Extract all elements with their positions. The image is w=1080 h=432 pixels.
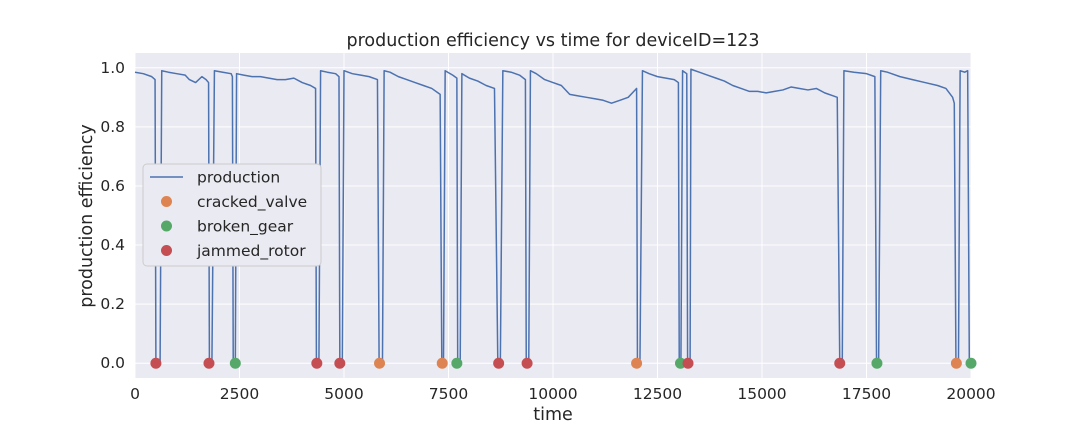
marker-cracked-valve xyxy=(374,357,386,369)
legend-label: cracked_valve xyxy=(197,193,307,212)
y-tick-label: 0.8 xyxy=(100,118,125,136)
y-tick-label: 0.6 xyxy=(100,177,125,195)
marker-broken-gear xyxy=(451,357,463,369)
legend-swatch-marker xyxy=(161,196,172,207)
y-axis-label: production efficiency xyxy=(77,124,97,308)
x-tick-label: 17500 xyxy=(842,385,891,403)
x-tick-labels: 0 2500 5000 7500 10000 12500 15000 17500 20000 xyxy=(130,385,996,403)
x-tick-label: 5000 xyxy=(324,385,363,403)
marker-jammed-rotor xyxy=(682,357,694,369)
marker-jammed-rotor xyxy=(150,357,162,369)
legend-label: production xyxy=(197,169,280,187)
x-tick-label: 15000 xyxy=(737,385,786,403)
y-tick-label: 1.0 xyxy=(100,59,125,77)
series-layer xyxy=(134,68,971,364)
y-tick-label: 0.2 xyxy=(100,295,125,313)
marker-broken-gear xyxy=(871,357,883,369)
y-tick-labels: 0.0 0.2 0.4 0.6 0.8 1.0 xyxy=(100,59,125,372)
legend-box xyxy=(142,163,322,267)
y-tick-label: 0.0 xyxy=(100,354,125,372)
marker-jammed-rotor xyxy=(311,357,323,369)
series-line-production xyxy=(134,68,971,364)
y-tick-label: 0.4 xyxy=(100,236,125,254)
legend-swatch-marker xyxy=(161,220,172,232)
marker-broken-gear xyxy=(229,357,241,369)
marker-cracked-valve xyxy=(950,357,962,369)
x-axis-label: time xyxy=(533,405,573,425)
marker-jammed-rotor xyxy=(521,357,533,369)
x-tick-label: 2500 xyxy=(220,385,259,403)
legend-swatch-marker xyxy=(161,245,172,256)
legend: production cracked_valve broken_gearjammed… xyxy=(142,163,322,267)
marker-broken-gear xyxy=(965,357,977,369)
chart-title: production efficiency vs time for device… xyxy=(346,31,759,51)
legend-label: broken_gear xyxy=(197,218,294,237)
marker-layer xyxy=(150,357,977,369)
x-tick-label: 20000 xyxy=(946,385,995,403)
x-tick-label: 10000 xyxy=(528,385,577,403)
marker-jammed-rotor xyxy=(334,357,346,369)
marker-jammed-rotor xyxy=(834,357,846,369)
marker-broken-gear xyxy=(674,357,686,369)
x-tick-label: 7500 xyxy=(429,385,468,403)
marker-cracked-valve xyxy=(436,357,448,369)
marker-jammed-rotor xyxy=(493,357,505,369)
legend-label: jammed_rotor xyxy=(196,242,306,261)
marker-jammed-rotor xyxy=(203,357,215,369)
x-tick-label: 12500 xyxy=(633,385,682,403)
x-tick-label: 0 xyxy=(130,385,140,403)
marker-cracked-valve xyxy=(631,357,643,369)
